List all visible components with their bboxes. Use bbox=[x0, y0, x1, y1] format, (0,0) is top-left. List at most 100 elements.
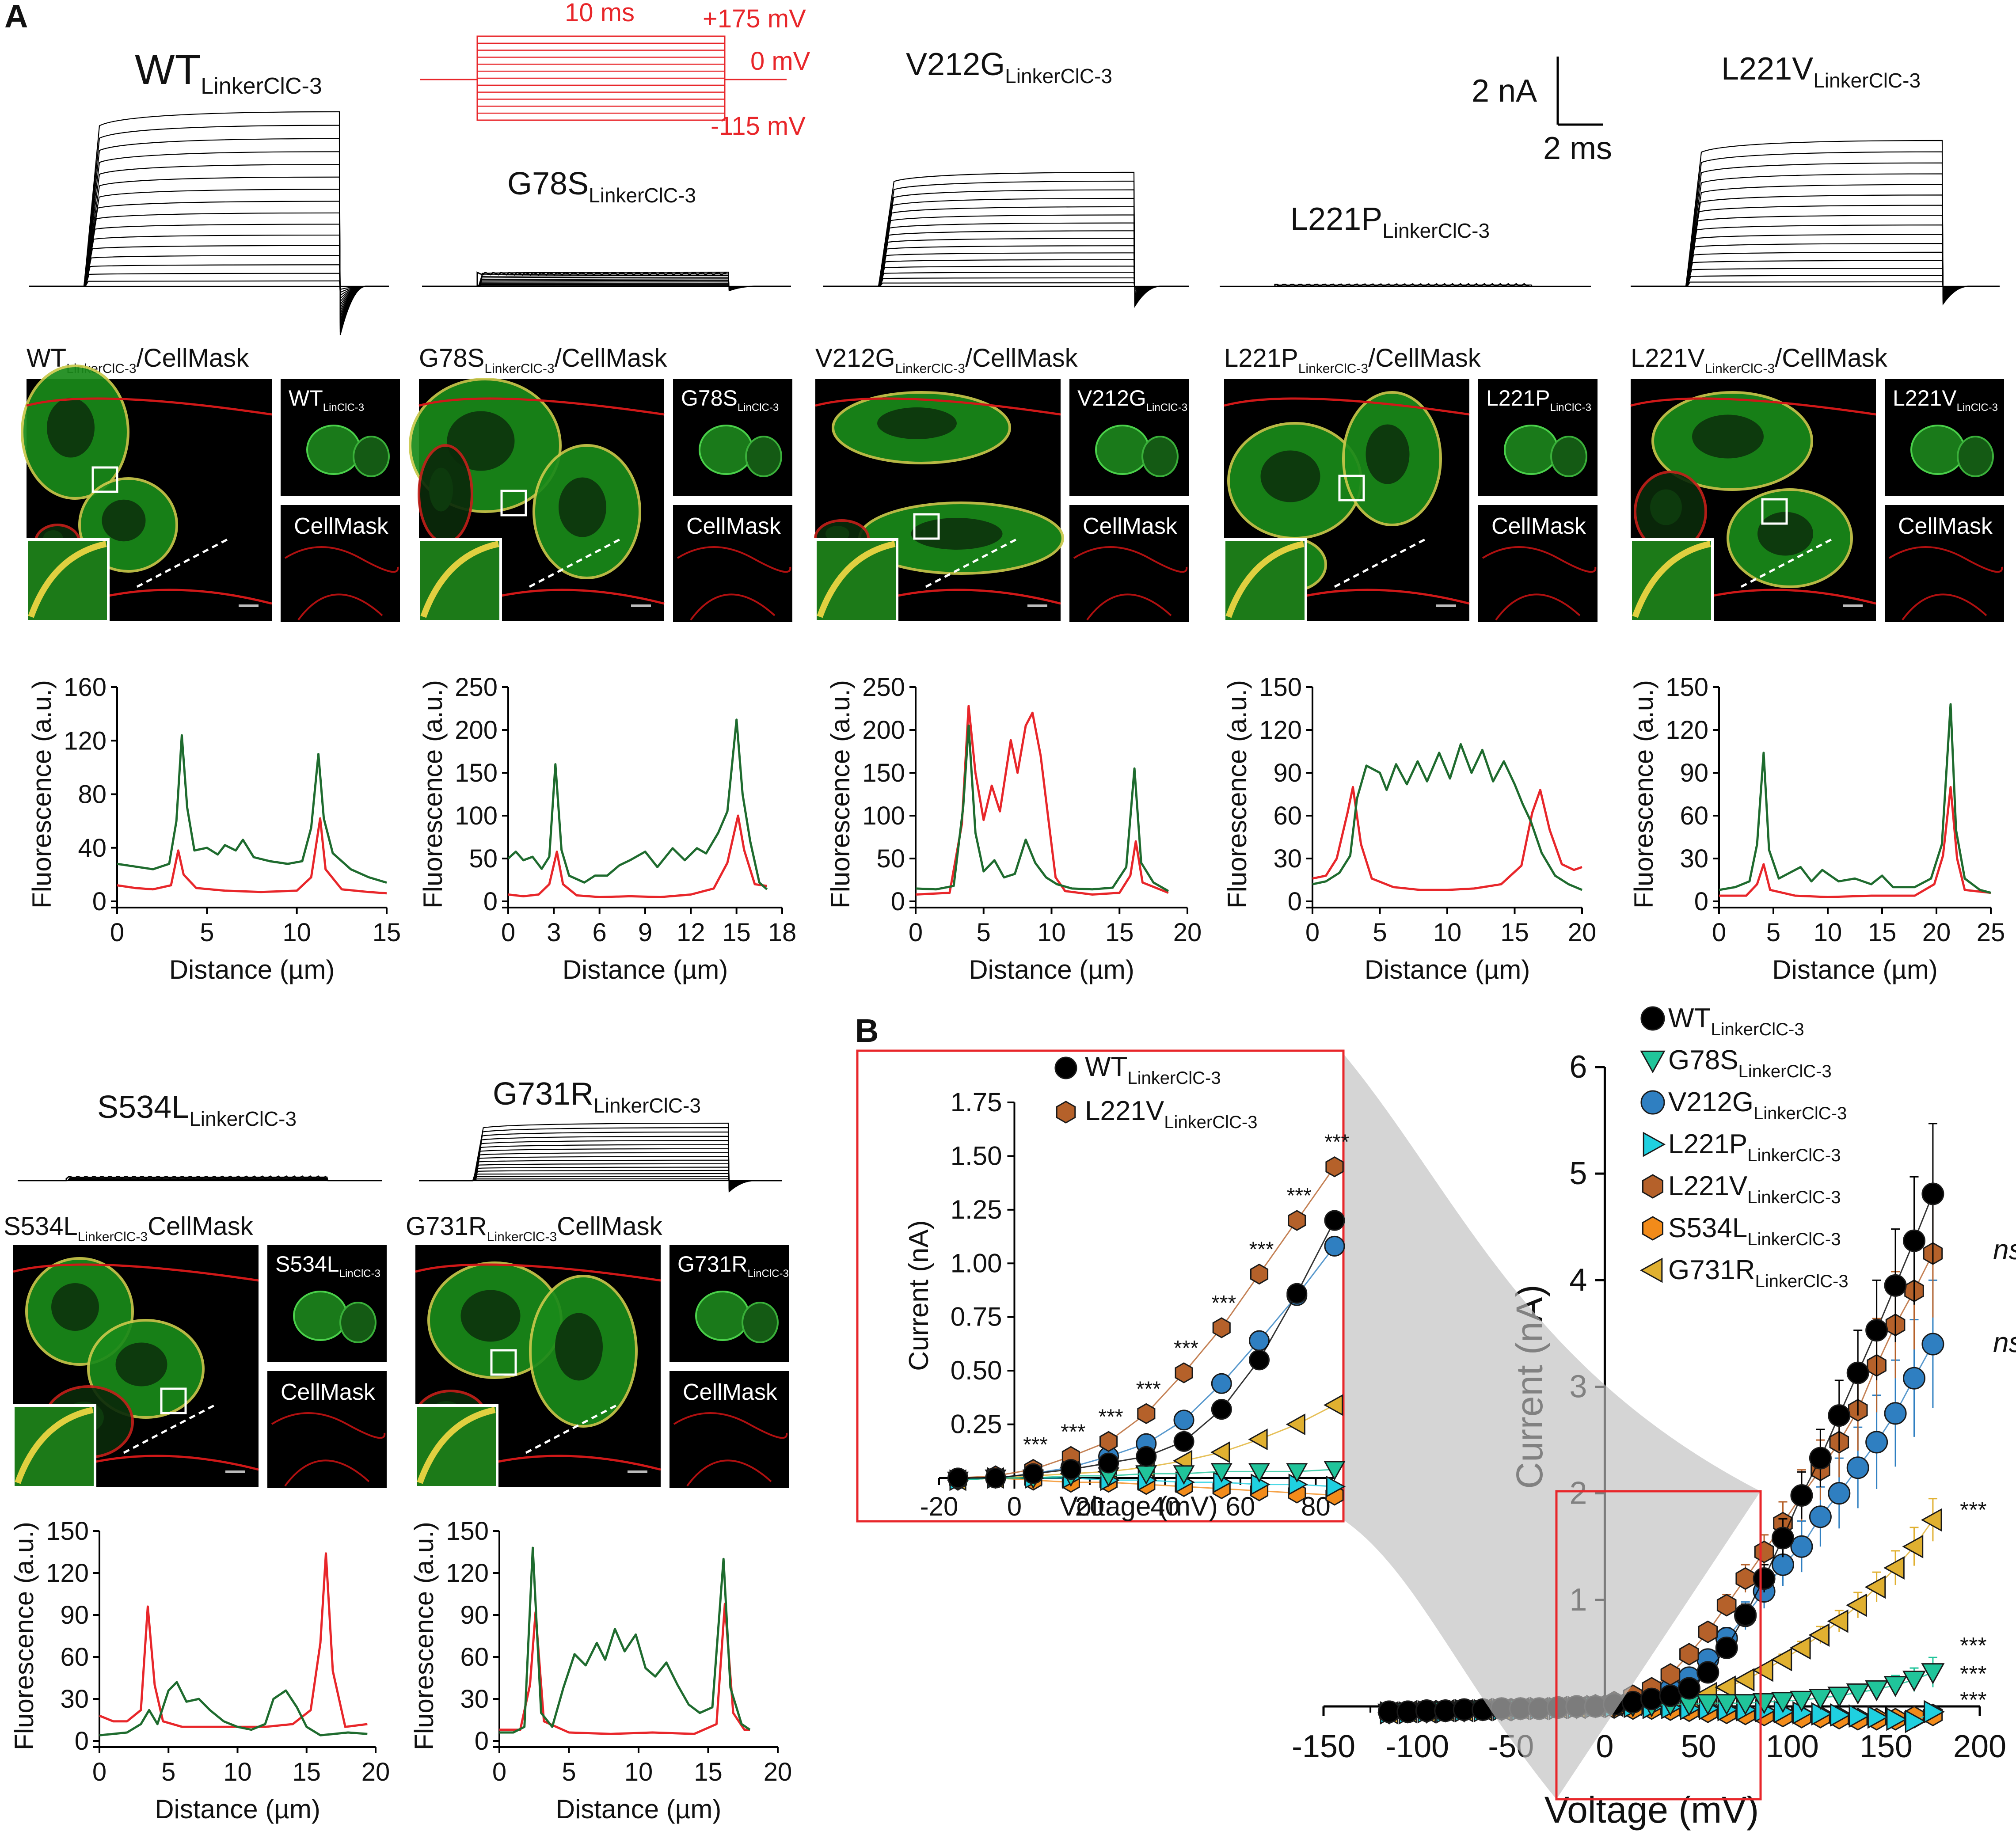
iv-point-g731r bbox=[1715, 1675, 1736, 1699]
zoom-inset-l221v bbox=[1629, 538, 1714, 623]
y-tick-label: 30 bbox=[1680, 844, 1708, 873]
x-axis-label: Distance (µm) bbox=[563, 955, 728, 984]
iv-point-wt bbox=[1715, 1636, 1738, 1659]
y-tick-label: 150 bbox=[455, 759, 498, 787]
legend-label-v212g: V212GLinkerClC-3 bbox=[1668, 1087, 1847, 1123]
x-tick-label: 15 bbox=[373, 918, 401, 947]
x-tick-label: 20 bbox=[1922, 918, 1951, 947]
x-tick-label: 20 bbox=[1173, 918, 1202, 947]
green-channel-label-l221v: L221VLinClC-3 bbox=[1893, 386, 1998, 414]
x-tick-label: 5 bbox=[161, 1758, 175, 1786]
inset-significance: *** bbox=[1023, 1433, 1048, 1457]
iv-point-g78s bbox=[1715, 1694, 1738, 1715]
scale-bar-time: 2 ms bbox=[1543, 131, 1612, 166]
iv-point-wt bbox=[1453, 1698, 1476, 1721]
y-axis-label: Fluorescence (a.u.) bbox=[1222, 680, 1252, 908]
iv-point-l221v bbox=[1735, 1567, 1755, 1590]
profile-series-red bbox=[1312, 786, 1582, 891]
y-tick-label: 150 bbox=[1666, 673, 1708, 702]
y-tick-label: 120 bbox=[1666, 716, 1708, 745]
inset-significance: *** bbox=[1324, 1131, 1349, 1154]
inset-legend-marker-wt bbox=[1054, 1056, 1077, 1079]
imaging-title-l221v: L221VLinkerClC-3/CellMask bbox=[1631, 344, 1888, 376]
x-tick-label: 5 bbox=[1373, 918, 1387, 947]
inset-significance: *** bbox=[1061, 1420, 1085, 1444]
red-membranes bbox=[677, 546, 791, 621]
significance-l221v: ns bbox=[1993, 1234, 2016, 1265]
x-tick-label: 12 bbox=[677, 918, 705, 947]
iv-point-v212g bbox=[1846, 1456, 1869, 1479]
panel-label-a: A bbox=[4, 0, 28, 34]
iv-point-l221p bbox=[1886, 1707, 1908, 1731]
y-tick-label: 0 bbox=[891, 887, 905, 916]
y-tick-label: 0 bbox=[75, 1727, 89, 1755]
trace-wt bbox=[29, 111, 389, 335]
iv-point-g78s bbox=[1790, 1691, 1814, 1712]
y-tick-label: 0 bbox=[1288, 887, 1302, 916]
roi-square bbox=[160, 1387, 187, 1414]
green-channel-label-wt: WTLinClC-3 bbox=[289, 386, 364, 414]
imaging-panel-wt: WTLinkerClC-3/CellMask WTLinClC-3 CellMask bbox=[21, 344, 400, 623]
red-membranes bbox=[673, 1412, 788, 1487]
stimulus-bottom-label: -115 mV bbox=[711, 112, 806, 141]
iv-point-g78s bbox=[1752, 1693, 1776, 1714]
y-tick-label: 120 bbox=[446, 1559, 489, 1588]
x-tick-label: 60 bbox=[1226, 1492, 1255, 1521]
stimulus-protocol: 10 ms +175 mV 0 mV -115 mV bbox=[420, 0, 810, 141]
iv-point-g78s bbox=[1696, 1694, 1720, 1715]
iv-point-l221p bbox=[1830, 1703, 1851, 1727]
inset-significance: *** bbox=[1249, 1238, 1274, 1261]
x-tick-label: 20 bbox=[1568, 918, 1597, 947]
zoom-inset-wt bbox=[25, 538, 110, 623]
green-channel-label-v212g: V212GLinClC-3 bbox=[1077, 386, 1187, 414]
trace-l221v bbox=[1631, 140, 2000, 306]
red-membranes bbox=[1073, 546, 1188, 621]
x-tick-label: 3 bbox=[547, 918, 561, 947]
iv-point-g78s bbox=[1902, 1671, 1926, 1692]
profile-line bbox=[525, 1403, 620, 1454]
y-tick-label: 160 bbox=[64, 673, 107, 702]
inset-point-g78s bbox=[1286, 1463, 1308, 1483]
inset-point-v212g bbox=[1324, 1235, 1345, 1257]
red-channel-label-g731r: CellMask bbox=[683, 1379, 778, 1405]
stimulus-top-label: +175 mV bbox=[703, 4, 806, 33]
y-axis-label: Fluorescence (a.u.) bbox=[9, 1522, 39, 1750]
x-tick-label: 0 bbox=[1007, 1492, 1022, 1521]
y-tick-label: 0 bbox=[483, 887, 498, 916]
profile-series-green bbox=[1719, 703, 1991, 894]
profile-s534l: 0 30 60 90 120 150 0 5 10 15 20 Distance (µm) Fluore… bbox=[9, 1517, 390, 1824]
profile-l221p: 0 30 60 90 120 150 0 5 10 15 20 Distance (µm) Fluore… bbox=[1222, 673, 1596, 984]
profile-line bbox=[925, 537, 1019, 588]
iv-point-l221p bbox=[1849, 1704, 1870, 1728]
red-channel-g78s bbox=[673, 505, 792, 622]
iv-point-g78s bbox=[1827, 1687, 1851, 1708]
red-channel-l221p bbox=[1478, 505, 1598, 622]
profile-line bbox=[529, 537, 623, 588]
imaging-title-wt: WTLinkerClC-3/CellMask bbox=[27, 344, 249, 376]
y-axis-label: Current (nA) bbox=[904, 1220, 934, 1371]
y-tick-label: 90 bbox=[60, 1601, 89, 1630]
inset-point-g731r bbox=[1248, 1428, 1268, 1451]
cell-nucleus bbox=[1692, 414, 1764, 459]
trace-title-v212g: V212GLinkerClC-3 bbox=[906, 47, 1112, 87]
inset-point-g731r bbox=[1323, 1394, 1343, 1416]
iv-point-g78s bbox=[1771, 1692, 1795, 1713]
legend-label-g78s: G78SLinkerClC-3 bbox=[1668, 1045, 1832, 1081]
x-tick-label: 5 bbox=[1766, 918, 1780, 947]
green-cell bbox=[339, 1302, 377, 1343]
iv-point-g731r bbox=[1733, 1668, 1755, 1692]
imaging-title-g731r: G731RLinkerClC-3CellMask bbox=[406, 1212, 663, 1244]
legend-marker-l221p bbox=[1643, 1132, 1666, 1157]
iv-point-wt bbox=[1434, 1699, 1457, 1722]
y-tick-label: 0.75 bbox=[951, 1302, 1002, 1332]
trace-title-s534l: S534LLinkerClC-3 bbox=[97, 1090, 297, 1130]
y-axis-label: Fluorescence (a.u.) bbox=[1629, 680, 1658, 908]
iv-point-v212g bbox=[1772, 1553, 1794, 1576]
y-tick-label: 6 bbox=[1569, 1049, 1587, 1085]
profile-line bbox=[123, 1403, 217, 1454]
y-tick-label: 30 bbox=[1273, 844, 1302, 873]
trace-title-g78s: G78SLinkerClC-3 bbox=[507, 166, 696, 207]
inset-membrane bbox=[1225, 541, 1305, 618]
iv-point-wt bbox=[1828, 1404, 1851, 1427]
x-tick-label: 0 bbox=[92, 1758, 107, 1786]
